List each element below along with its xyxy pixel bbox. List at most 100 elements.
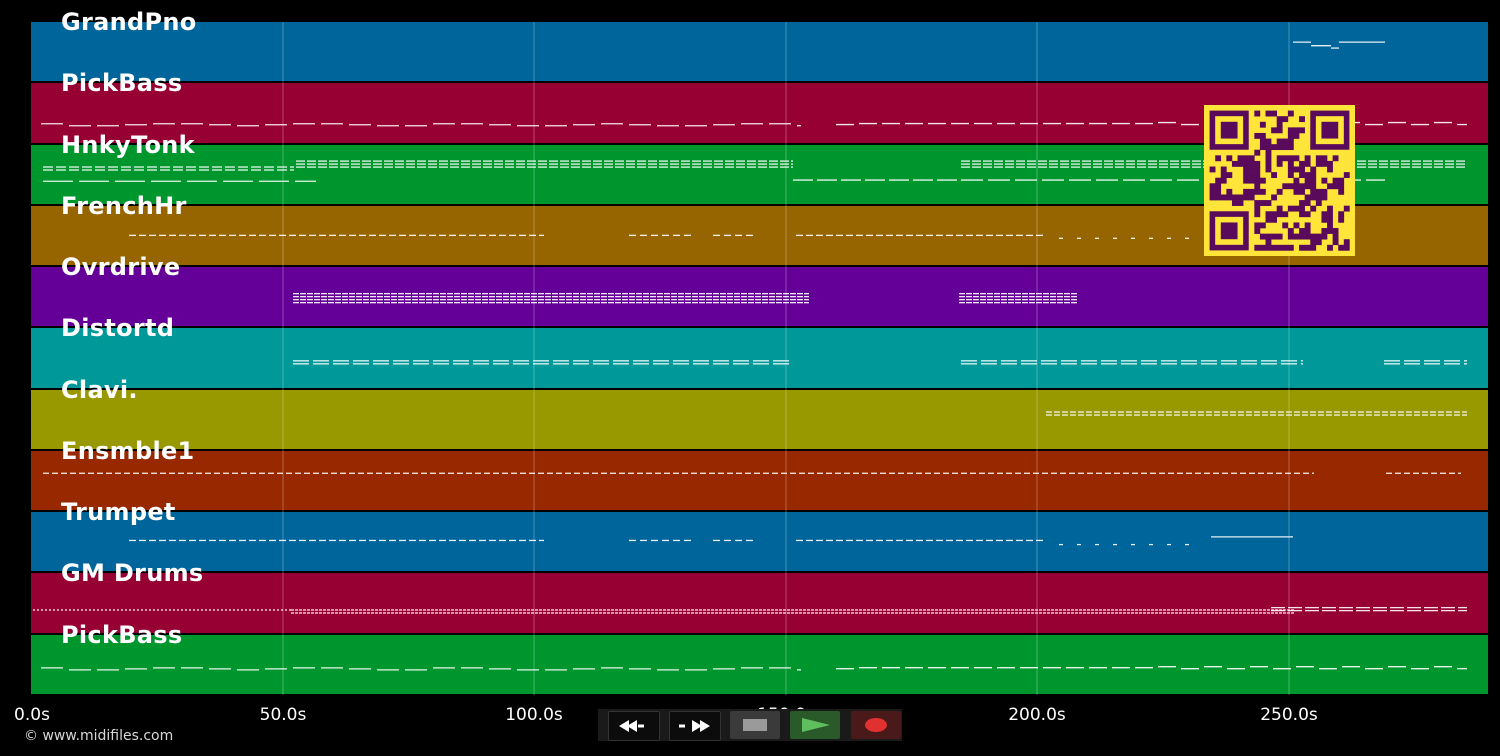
transport-controls	[598, 709, 902, 741]
qr-module	[1310, 183, 1317, 190]
qr-module	[1271, 211, 1278, 218]
rewind-button[interactable]	[608, 711, 660, 741]
track-row: PickBass	[31, 621, 1488, 694]
qr-module	[1259, 144, 1266, 151]
qr-module	[1259, 233, 1266, 240]
qr-module	[1215, 188, 1222, 195]
qr-module	[1332, 233, 1339, 240]
qr-module	[1304, 177, 1311, 184]
qr-module	[1265, 239, 1272, 246]
qr-module	[1243, 160, 1250, 167]
qr-module	[1271, 110, 1278, 117]
qr-module	[1259, 244, 1266, 251]
qr-module	[1254, 211, 1261, 218]
qr-module	[1299, 183, 1305, 190]
qr-module	[1293, 188, 1300, 195]
qr-module	[1282, 116, 1289, 123]
track-row: Ensmble1	[31, 437, 1488, 510]
qr-module	[1327, 222, 1333, 229]
qr-module	[1287, 138, 1294, 145]
track-row: GM Drums	[31, 559, 1488, 633]
qr-module	[1259, 121, 1266, 128]
track-name: Ensmble1	[61, 436, 195, 465]
qr-module	[1287, 183, 1294, 190]
qr-module	[1299, 127, 1305, 134]
qr-module	[1209, 166, 1216, 173]
track-row: Trumpet	[31, 498, 1488, 572]
qr-module	[1259, 177, 1266, 184]
qr-module	[1276, 211, 1283, 218]
qr-module	[1338, 188, 1345, 195]
play-button[interactable]	[790, 711, 840, 739]
qr-module	[1327, 183, 1333, 190]
qr-module	[1276, 160, 1283, 167]
qr-module	[1259, 138, 1266, 145]
qr-module	[1231, 160, 1238, 167]
qr-module	[1338, 216, 1345, 223]
qr-module	[1299, 160, 1305, 167]
qr-module	[1293, 127, 1300, 134]
qr-module	[1254, 200, 1261, 206]
record-icon	[865, 718, 887, 732]
qr-module	[1321, 121, 1339, 139]
qr-module	[1265, 144, 1272, 151]
qr-module	[1327, 244, 1333, 251]
qr-module	[1276, 121, 1283, 128]
qr-module	[1287, 160, 1294, 167]
track-name: HnkyTonk	[61, 130, 195, 159]
qr-module	[1287, 166, 1294, 173]
track-name: FrenchHr	[61, 191, 187, 220]
track-name: Distortd	[61, 314, 175, 343]
qr-module	[1321, 228, 1328, 234]
qr-module	[1332, 177, 1339, 184]
qr-module	[1293, 155, 1300, 162]
qr-module	[1304, 233, 1311, 240]
qr-module	[1293, 222, 1300, 229]
track-name: PickBass	[61, 620, 183, 649]
track-name: Ovrdrive	[61, 253, 181, 281]
qr-module	[1254, 166, 1261, 173]
qr-module	[1276, 188, 1283, 195]
qr-module	[1299, 200, 1305, 206]
qr-module	[1287, 228, 1294, 234]
qr-module	[1293, 177, 1300, 184]
qr-module	[1343, 205, 1350, 212]
track-name: Clavi.	[61, 375, 138, 404]
track-row: Distortd	[31, 314, 1488, 388]
qr-module	[1237, 200, 1244, 206]
qr-module	[1299, 188, 1305, 195]
qr-module	[1265, 233, 1272, 240]
qr-module	[1220, 177, 1227, 184]
qr-module	[1327, 216, 1333, 223]
track-name: GrandPno	[61, 8, 197, 36]
qr-module	[1287, 155, 1294, 162]
qr-module	[1304, 155, 1311, 162]
qr-module	[1231, 200, 1238, 206]
qr-module	[1265, 110, 1272, 117]
qr-module	[1248, 177, 1255, 184]
qr-module	[1293, 183, 1300, 190]
qr-module	[1237, 155, 1244, 162]
qr-module	[1265, 160, 1272, 167]
qr-module	[1327, 166, 1333, 173]
qr-module	[1226, 172, 1233, 179]
qr-module	[1243, 177, 1250, 184]
stop-button[interactable]	[730, 711, 780, 739]
qr-module	[1293, 166, 1300, 173]
qr-module	[1310, 244, 1317, 251]
qr-module	[1304, 183, 1311, 190]
qr-module	[1276, 144, 1283, 151]
qr-module	[1282, 211, 1289, 218]
qr-module	[1343, 239, 1350, 246]
qr-module	[1338, 211, 1345, 218]
qr-module	[1276, 233, 1283, 240]
record-button[interactable]	[851, 711, 901, 739]
qr-module	[1282, 183, 1289, 190]
qr-module	[1215, 155, 1222, 162]
qr-module	[1265, 216, 1272, 223]
fast-forward-button[interactable]	[669, 711, 721, 741]
qr-module	[1327, 211, 1333, 218]
qr-module	[1248, 194, 1255, 201]
qr-module	[1226, 188, 1233, 195]
qr-module	[1259, 132, 1266, 139]
